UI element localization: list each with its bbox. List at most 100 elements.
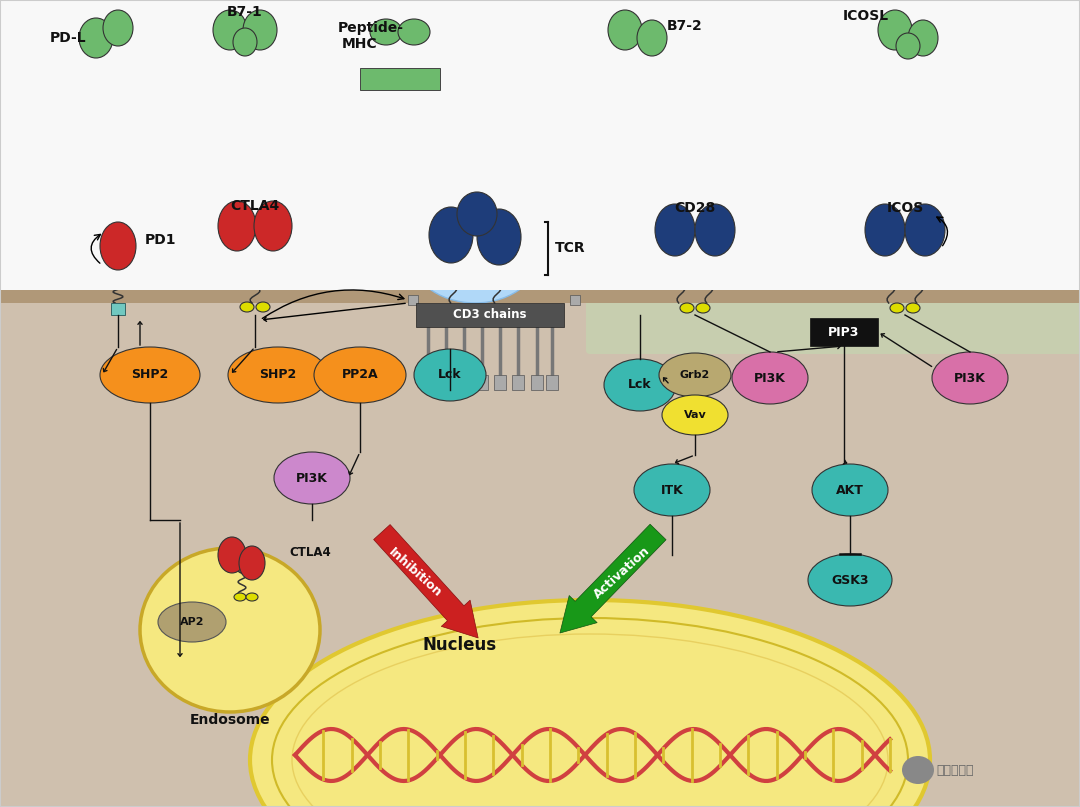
Text: ITK: ITK (661, 483, 684, 496)
Ellipse shape (808, 554, 892, 606)
Ellipse shape (140, 548, 320, 712)
Bar (546, 375, 558, 390)
Text: CD3 chains: CD3 chains (454, 308, 527, 321)
Ellipse shape (696, 303, 710, 313)
Ellipse shape (896, 33, 920, 59)
Bar (0, 65, 1080, 103)
Bar (360, 68, 440, 90)
Ellipse shape (878, 10, 912, 50)
Ellipse shape (604, 359, 676, 411)
Ellipse shape (272, 618, 908, 807)
Ellipse shape (103, 10, 133, 46)
Bar (416, 303, 564, 327)
Ellipse shape (79, 18, 113, 58)
Text: PI3K: PI3K (954, 371, 986, 384)
Ellipse shape (637, 20, 667, 56)
Text: ICOS: ICOS (887, 201, 923, 215)
Ellipse shape (865, 204, 905, 256)
Text: Vav: Vav (684, 410, 706, 420)
Text: Lck: Lck (629, 378, 652, 391)
Ellipse shape (634, 464, 710, 516)
Text: AKT: AKT (836, 483, 864, 496)
Text: MHC: MHC (342, 37, 378, 51)
Text: CTLA4: CTLA4 (289, 546, 330, 558)
Text: Peptide-: Peptide- (338, 21, 404, 35)
Ellipse shape (732, 352, 808, 404)
Text: B7-1: B7-1 (227, 5, 262, 19)
Ellipse shape (608, 10, 642, 50)
Bar (440, 375, 453, 390)
Bar (0, 290, 1080, 807)
Ellipse shape (407, 193, 543, 303)
Text: AP2: AP2 (179, 617, 204, 627)
Ellipse shape (213, 10, 247, 50)
Ellipse shape (228, 347, 328, 403)
Ellipse shape (256, 302, 270, 312)
Ellipse shape (659, 353, 731, 397)
Bar (458, 375, 470, 390)
FancyArrowPatch shape (559, 525, 666, 633)
Text: GSK3: GSK3 (832, 574, 868, 587)
Ellipse shape (906, 303, 920, 313)
Ellipse shape (240, 302, 254, 312)
Ellipse shape (477, 209, 521, 265)
Ellipse shape (399, 19, 430, 45)
Text: Lck: Lck (438, 369, 462, 382)
Text: CTLA4: CTLA4 (230, 199, 280, 213)
Text: SHP2: SHP2 (132, 369, 168, 382)
Text: 基迪奥生物: 基迪奥生物 (936, 763, 974, 776)
Ellipse shape (233, 28, 257, 56)
Text: PIP3: PIP3 (828, 325, 860, 338)
Text: PD-L: PD-L (50, 31, 86, 45)
Text: B7-2: B7-2 (667, 19, 703, 33)
Ellipse shape (218, 537, 246, 573)
Ellipse shape (932, 352, 1008, 404)
Text: ICOSL: ICOSL (842, 9, 889, 23)
Ellipse shape (662, 395, 728, 435)
Ellipse shape (243, 10, 276, 50)
Ellipse shape (414, 349, 486, 401)
Bar (810, 318, 878, 346)
Text: Endosome: Endosome (190, 713, 270, 727)
FancyArrowPatch shape (374, 525, 478, 638)
Text: SHP2: SHP2 (259, 369, 297, 382)
Ellipse shape (905, 204, 945, 256)
Ellipse shape (158, 602, 226, 642)
Text: PI3K: PI3K (296, 471, 328, 484)
Text: Nucleus: Nucleus (423, 636, 497, 654)
Ellipse shape (254, 201, 292, 251)
Bar (0, 265, 1080, 303)
Text: Activation: Activation (591, 545, 652, 601)
Ellipse shape (812, 464, 888, 516)
Ellipse shape (234, 593, 246, 601)
Text: Grb2: Grb2 (680, 370, 711, 380)
Ellipse shape (696, 204, 735, 256)
Text: PD1: PD1 (145, 233, 176, 247)
Text: CD28: CD28 (674, 201, 716, 215)
Ellipse shape (274, 452, 350, 504)
Text: Inhibition: Inhibition (386, 546, 444, 600)
Ellipse shape (429, 207, 473, 263)
Ellipse shape (314, 347, 406, 403)
Ellipse shape (370, 19, 402, 45)
Ellipse shape (902, 756, 934, 784)
Ellipse shape (292, 634, 888, 807)
Bar (531, 375, 543, 390)
Text: PP2A: PP2A (341, 369, 378, 382)
Bar (494, 375, 507, 390)
Ellipse shape (218, 201, 256, 251)
Bar (570, 295, 580, 305)
Ellipse shape (457, 192, 497, 236)
Text: TCR: TCR (555, 241, 585, 255)
Ellipse shape (890, 303, 904, 313)
Ellipse shape (239, 546, 265, 580)
Bar (512, 375, 524, 390)
Ellipse shape (100, 222, 136, 270)
Bar (422, 375, 434, 390)
Ellipse shape (908, 20, 939, 56)
Ellipse shape (654, 204, 696, 256)
Ellipse shape (249, 600, 930, 807)
Ellipse shape (680, 303, 694, 313)
FancyBboxPatch shape (586, 56, 1080, 354)
Bar (0, 0, 1080, 290)
